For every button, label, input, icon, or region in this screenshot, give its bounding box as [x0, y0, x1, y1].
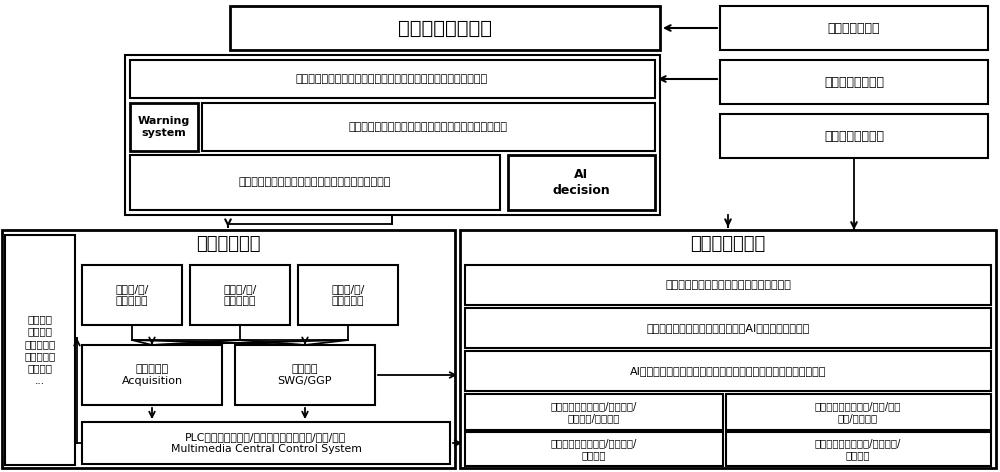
Text: 微生物生长促进剂: 微生物生长促进剂 — [824, 76, 884, 89]
FancyBboxPatch shape — [726, 432, 991, 466]
Text: 采集分析仪
Acquisition: 采集分析仪 Acquisition — [121, 364, 183, 386]
Text: 库存管理：药品入库/累计使用/
库存余量: 库存管理：药品入库/累计使用/ 库存余量 — [815, 438, 901, 460]
Text: Warning
system: Warning system — [138, 116, 190, 138]
Text: 智能工艺决策基础: 智能工艺决策基础 — [398, 18, 492, 37]
Text: 智能监控云平台: 智能监控云平台 — [690, 235, 766, 253]
FancyBboxPatch shape — [190, 265, 290, 325]
FancyBboxPatch shape — [720, 114, 988, 158]
Text: 数据中心：运行参数/运行效率/
消耗统计/历史报表: 数据中心：运行参数/运行效率/ 消耗统计/历史报表 — [551, 401, 637, 423]
FancyBboxPatch shape — [82, 422, 450, 464]
FancyBboxPatch shape — [202, 103, 655, 151]
Text: 设备管理：设备台账/养护计划/
维修统计: 设备管理：设备台账/养护计划/ 维修统计 — [551, 438, 637, 460]
FancyBboxPatch shape — [465, 351, 991, 391]
Text: AI
decision: AI decision — [552, 168, 610, 196]
Text: 污水厂/站/
底层传感器: 污水厂/站/ 底层传感器 — [331, 284, 365, 306]
Text: 污水厂/站/
底层传感器: 污水厂/站/ 底层传感器 — [223, 284, 257, 306]
FancyBboxPatch shape — [465, 394, 723, 430]
FancyBboxPatch shape — [125, 55, 660, 215]
Text: 在线巡检：巡检任务/报表/问题
上报/专家处方: 在线巡检：巡检任务/报表/问题 上报/专家处方 — [815, 401, 901, 423]
FancyBboxPatch shape — [460, 230, 996, 468]
Text: 污水厂/站/
底层传感器: 污水厂/站/ 底层传感器 — [115, 284, 149, 306]
FancyBboxPatch shape — [2, 230, 455, 468]
Text: 高效微生物菌剂: 高效微生物菌剂 — [828, 22, 880, 34]
FancyBboxPatch shape — [82, 265, 182, 325]
FancyBboxPatch shape — [235, 345, 375, 405]
Text: 硬件基础网络: 硬件基础网络 — [196, 235, 260, 253]
Text: 全景概况：工艺流程，实时数据，电机启停: 全景概况：工艺流程，实时数据，电机启停 — [665, 280, 791, 290]
FancyBboxPatch shape — [298, 265, 398, 325]
FancyBboxPatch shape — [465, 265, 991, 305]
Text: 模型算法：基于基础模型和专家经验总结的微生物动力学模型算法: 模型算法：基于基础模型和专家经验总结的微生物动力学模型算法 — [296, 74, 488, 84]
FancyBboxPatch shape — [130, 155, 500, 210]
Text: 智慧托管：进出实时水质、水量，AI预测提供运行建议: 智慧托管：进出实时水质、水量，AI预测提供运行建议 — [646, 323, 810, 333]
FancyBboxPatch shape — [726, 394, 991, 430]
Text: AI决策：人工智能对大数据进行学习、分析，修正模型，优化运行: AI决策：人工智能对大数据进行学习、分析，修正模型，优化运行 — [630, 366, 826, 376]
Text: 电子缓释载体填料: 电子缓释载体填料 — [824, 129, 884, 143]
Text: 智能网关
SWG/GGP: 智能网关 SWG/GGP — [278, 364, 332, 386]
FancyBboxPatch shape — [230, 6, 660, 50]
FancyBboxPatch shape — [130, 60, 655, 98]
FancyBboxPatch shape — [720, 60, 988, 104]
Text: PLC中控系统：基础/算法服务，数据采集/调控/反馈
Multimedia Central Control System: PLC中控系统：基础/算法服务，数据采集/调控/反馈 Multimedia Ce… — [171, 432, 361, 454]
Text: 自控设备
及改造：
精确曝气、
精确加药、
流量控制
...: 自控设备 及改造： 精确曝气、 精确加药、 流量控制 ... — [24, 314, 56, 386]
FancyBboxPatch shape — [465, 432, 723, 466]
FancyBboxPatch shape — [508, 155, 655, 210]
Text: 对大数据进行学习、分析，进而修正模型，优化运行: 对大数据进行学习、分析，进而修正模型，优化运行 — [239, 177, 391, 187]
FancyBboxPatch shape — [5, 235, 75, 465]
FancyBboxPatch shape — [465, 308, 991, 348]
FancyBboxPatch shape — [720, 6, 988, 50]
FancyBboxPatch shape — [82, 345, 222, 405]
Text: 预警系统：四级预警系统，提前诊断污水处理系统问题: 预警系统：四级预警系统，提前诊断污水处理系统问题 — [349, 122, 508, 132]
FancyBboxPatch shape — [130, 103, 198, 151]
